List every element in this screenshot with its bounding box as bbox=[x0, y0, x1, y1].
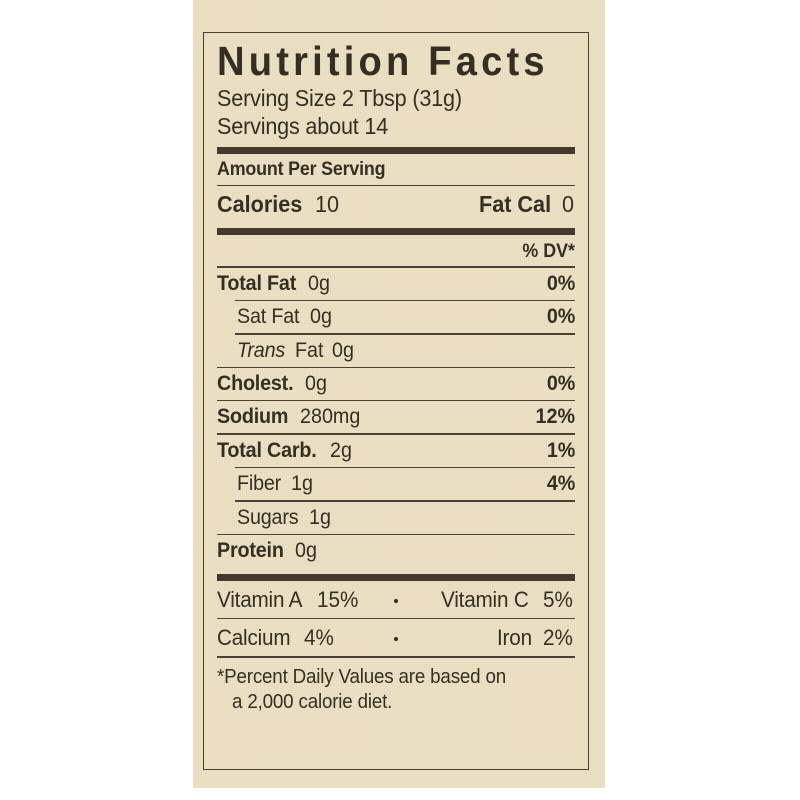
divider-thin-nutrient bbox=[217, 533, 575, 535]
daily-value-header: % DV* bbox=[217, 235, 575, 266]
daily-value-footnote: *Percent Daily Values are based on a 2,0… bbox=[217, 658, 575, 715]
nutrient-daily-value: 4% bbox=[546, 472, 575, 496]
footnote-line-1: *Percent Daily Values are based on bbox=[217, 665, 507, 688]
nutrient-label-group: Sugars 1g bbox=[217, 506, 333, 529]
nutrient-label-group: Fiber 1g bbox=[217, 472, 314, 495]
nutrient-name: Sat Fat bbox=[237, 305, 300, 329]
nutrient-label-group: Protein 0g bbox=[217, 539, 318, 562]
nutrient-row: Sat Fat 0g 0% bbox=[217, 301, 575, 333]
nutrient-name: Sugars bbox=[237, 505, 299, 529]
divider-thin-nutrient bbox=[235, 466, 575, 469]
nutrient-amount: 280mg bbox=[299, 405, 361, 429]
bullet-separator-icon bbox=[381, 589, 411, 611]
divider-thin-nutrient bbox=[217, 266, 575, 268]
nutrient-name: Fat bbox=[295, 338, 324, 362]
nutrient-name: Protein bbox=[217, 538, 284, 562]
nutrient-row: Total Carb. 2g 1% bbox=[217, 435, 575, 467]
nutrient-amount: 0g bbox=[308, 271, 331, 295]
vitamin-row: Vitamin A 15% Vitamin C 5% bbox=[217, 581, 575, 618]
nutrient-row: Total Fat 0g 0% bbox=[217, 268, 575, 300]
vitamin-name: Vitamin C bbox=[441, 586, 529, 612]
nutrient-daily-value: 0% bbox=[546, 271, 575, 295]
nutrient-row: Trans Fat 0g bbox=[217, 335, 575, 367]
nutrient-name: Sodium bbox=[217, 405, 289, 429]
bullet-separator-icon bbox=[381, 627, 411, 649]
vitamin-percent: 2% bbox=[543, 625, 574, 651]
divider-thick-calories bbox=[217, 228, 575, 236]
vitamin-name: Iron bbox=[497, 625, 532, 651]
nutrient-daily-value: 0% bbox=[546, 305, 575, 329]
nutrition-facts-panel: Nutrition Facts Serving Size 2 Tbsp (31g… bbox=[203, 32, 589, 770]
package-label-panel: Nutrition Facts Serving Size 2 Tbsp (31g… bbox=[193, 0, 605, 788]
divider-thin-nutrient bbox=[217, 366, 575, 368]
calories-row: Calories 10 Fat Cal 0 bbox=[217, 186, 575, 222]
divider-thin-footnote bbox=[217, 656, 575, 658]
vitamin-cell-right: Vitamin C 5% bbox=[411, 587, 575, 612]
nutrient-amount: 0g bbox=[294, 538, 317, 562]
nutrient-amount: 0g bbox=[332, 338, 355, 362]
vitamin-name: Vitamin A bbox=[217, 586, 303, 612]
fat-cal-label: Fat Cal bbox=[478, 191, 551, 218]
divider-thin-nutrient bbox=[235, 500, 575, 502]
divider-thin-amount bbox=[217, 185, 575, 187]
vitamin-cell-right: Iron 2% bbox=[411, 625, 575, 650]
nutrient-label-group: Trans Fat 0g bbox=[217, 339, 356, 362]
nutrient-name: Total Fat bbox=[217, 271, 297, 295]
servings-per-container-text: Servings about 14 bbox=[217, 113, 389, 139]
page-title: Nutrition Facts bbox=[217, 38, 549, 84]
calories-left: Calories 10 bbox=[217, 191, 340, 217]
divider-thick-vitamins bbox=[217, 573, 575, 581]
nutrient-row: Protein 0g bbox=[217, 535, 575, 567]
nutrient-rows-container: Total Fat 0g 0% Sat Fat 0g 0% Trans Fat 0g Choles… bbox=[217, 266, 575, 567]
nutrient-amount: 1g bbox=[290, 472, 313, 496]
divider-thick-top bbox=[217, 147, 575, 154]
calories-value: 10 bbox=[314, 191, 339, 218]
vitamin-cell-left: Vitamin A 15% bbox=[217, 587, 381, 612]
nutrient-row: Sodium 280mg 12% bbox=[217, 401, 575, 433]
nutrient-label-group: Total Fat 0g bbox=[217, 272, 332, 295]
vitamin-cell-left: Calcium 4% bbox=[217, 625, 381, 650]
divider-thin-vitamin bbox=[217, 617, 575, 620]
divider-thin-nutrient bbox=[217, 433, 575, 435]
nutrient-label-group: Total Carb. 2g bbox=[217, 439, 353, 462]
vitamin-percent: 4% bbox=[304, 625, 334, 651]
nutrient-row: Cholest. 0g 0% bbox=[217, 368, 575, 400]
footnote-line-2: a 2,000 calorie diet. bbox=[232, 690, 393, 713]
nutrient-name: Fiber bbox=[237, 472, 282, 496]
fat-calories-right: Fat Cal 0 bbox=[479, 191, 575, 217]
nutrient-label-group: Cholest. 0g bbox=[217, 372, 329, 395]
divider-thin-nutrient bbox=[235, 299, 575, 302]
vitamin-row: Calcium 4% Iron 2% bbox=[217, 619, 575, 656]
divider-thin-nutrient bbox=[217, 399, 575, 402]
nutrient-name: Total Carb. bbox=[217, 438, 317, 462]
nutrient-row: Sugars 1g bbox=[217, 502, 575, 534]
nutrient-name-italic: Trans bbox=[237, 338, 286, 362]
calories-label: Calories bbox=[217, 191, 303, 218]
nutrient-amount: 0g bbox=[310, 305, 333, 329]
vitamin-name: Calcium bbox=[217, 625, 291, 651]
vitamin-percent: 5% bbox=[543, 586, 574, 612]
nutrient-daily-value: 1% bbox=[546, 438, 575, 462]
nutrient-daily-value: 0% bbox=[546, 371, 575, 395]
nutrient-amount: 2g bbox=[329, 438, 352, 462]
nutrient-amount: 0g bbox=[305, 371, 328, 395]
daily-value-header-text: % DV* bbox=[522, 241, 575, 263]
nutrient-label-group: Sat Fat 0g bbox=[217, 305, 334, 328]
nutrient-daily-value: 12% bbox=[535, 405, 575, 429]
nutrient-amount: 1g bbox=[309, 505, 332, 529]
nutrient-label-group: Sodium 280mg bbox=[217, 405, 364, 428]
fat-cal-value: 0 bbox=[562, 191, 575, 218]
nutrient-row: Fiber 1g 4% bbox=[217, 468, 575, 500]
vitamin-percent: 15% bbox=[316, 586, 359, 612]
amount-per-serving-label: Amount Per Serving bbox=[217, 159, 386, 180]
divider-thin-nutrient bbox=[235, 333, 575, 335]
vitamin-rows-container: Vitamin A 15% Vitamin C 5% Calcium 4% Iron 2% bbox=[217, 581, 575, 658]
nutrient-name: Cholest. bbox=[217, 371, 294, 395]
serving-size-text: Serving Size 2 Tbsp (31g) bbox=[217, 85, 462, 111]
